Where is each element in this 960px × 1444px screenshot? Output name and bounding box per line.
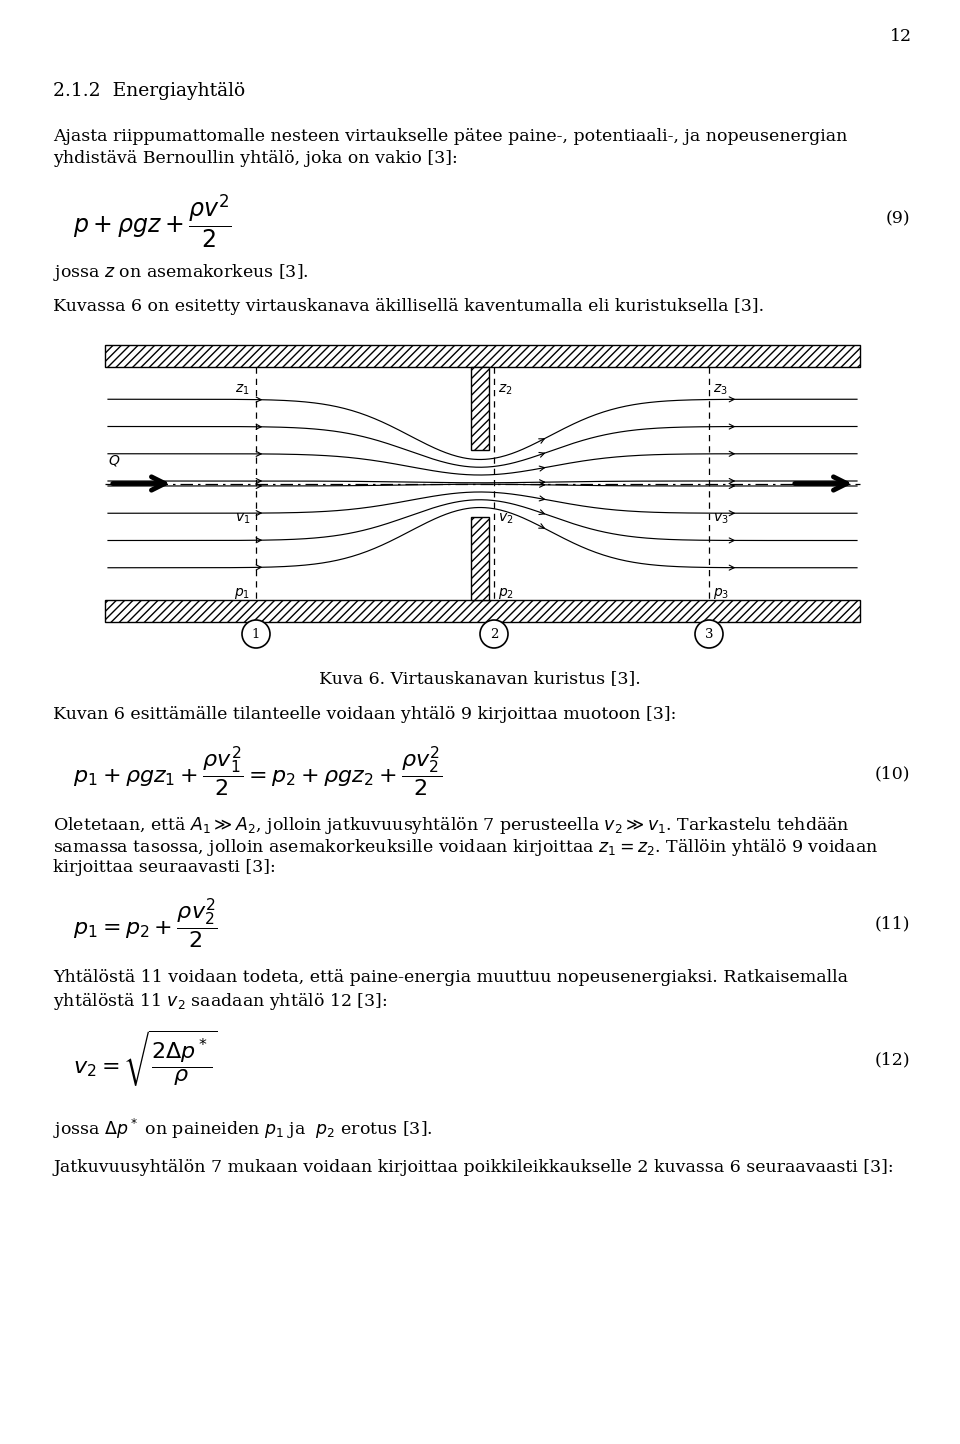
Circle shape (480, 619, 508, 648)
Text: $v_2$: $v_2$ (498, 511, 514, 526)
Circle shape (242, 619, 270, 648)
Text: Jatkuvuusyhtälön 7 mukaan voidaan kirjoittaa poikkileikkaukselle 2 kuvassa 6 seu: Jatkuvuusyhtälön 7 mukaan voidaan kirjoi… (53, 1160, 894, 1175)
Text: $Q$: $Q$ (108, 453, 120, 468)
Text: jossa $z$ on asemakorkeus [3].: jossa $z$ on asemakorkeus [3]. (53, 261, 309, 283)
Text: Kuvan 6 esittämälle tilanteelle voidaan yhtälö 9 kirjoittaa muotoon [3]:: Kuvan 6 esittämälle tilanteelle voidaan … (53, 706, 677, 723)
Text: $p + \rho gz + \dfrac{\rho v^2}{2}$: $p + \rho gz + \dfrac{\rho v^2}{2}$ (73, 192, 231, 250)
Bar (105, 345, 860, 367)
Text: $p_3$: $p_3$ (713, 586, 730, 601)
Text: jossa $\Delta p^*$ on paineiden $p_1$ ja  $p_2$ erotus [3].: jossa $\Delta p^*$ on paineiden $p_1$ ja… (53, 1118, 433, 1141)
Text: 3: 3 (705, 628, 713, 641)
Text: Kuva 6. Virtauskanavan kuristus [3].: Kuva 6. Virtauskanavan kuristus [3]. (319, 670, 641, 687)
Text: (11): (11) (875, 915, 910, 931)
Bar (471, 367, 489, 449)
Text: $z_1$: $z_1$ (235, 383, 250, 397)
Text: 12: 12 (890, 27, 912, 45)
Text: 2: 2 (490, 628, 498, 641)
Text: $v_3$: $v_3$ (713, 511, 729, 526)
Text: (10): (10) (875, 765, 910, 783)
Text: yhtälöstä 11 $v_2$ saadaan yhtälö 12 [3]:: yhtälöstä 11 $v_2$ saadaan yhtälö 12 [3]… (53, 991, 387, 1012)
Bar (471, 517, 489, 601)
Text: $p_1 = p_2 + \dfrac{\rho v_2^2}{2}$: $p_1 = p_2 + \dfrac{\rho v_2^2}{2}$ (73, 897, 218, 952)
Text: samassa tasossa, jolloin asemakorkeuksille voidaan kirjoittaa $z_1 = z_2$. Tällö: samassa tasossa, jolloin asemakorkeuksil… (53, 838, 878, 858)
Text: $p_1 + \rho gz_1 + \dfrac{\rho v_1^2}{2} = p_2 + \rho gz_2 + \dfrac{\rho v_2^2}{: $p_1 + \rho gz_1 + \dfrac{\rho v_1^2}{2}… (73, 745, 443, 799)
Text: Kuvassa 6 on esitetty virtauskanava äkillisellä kaventumalla eli kuristuksella [: Kuvassa 6 on esitetty virtauskanava äkil… (53, 297, 764, 315)
Text: yhdistävä Bernoullin yhtälö, joka on vakio [3]:: yhdistävä Bernoullin yhtälö, joka on vak… (53, 150, 458, 168)
Text: Ajasta riippumattomalle nesteen virtaukselle pätee paine-, potentiaali-, ja nope: Ajasta riippumattomalle nesteen virtauks… (53, 129, 848, 144)
Text: Oletetaan, että $A_1 \gg A_2$, jolloin jatkuvuusyhtälön 7 perusteella $v_2 \gg v: Oletetaan, että $A_1 \gg A_2$, jolloin j… (53, 814, 850, 836)
Text: Yhtälöstä 11 voidaan todeta, että paine-energia muuttuu nopeusenergiaksi. Ratkai: Yhtälöstä 11 voidaan todeta, että paine-… (53, 969, 848, 986)
Text: $z_3$: $z_3$ (713, 383, 728, 397)
Circle shape (695, 619, 723, 648)
Text: $v_2 = \sqrt{\dfrac{2\Delta p^*}{\rho}}$: $v_2 = \sqrt{\dfrac{2\Delta p^*}{\rho}}$ (73, 1030, 218, 1089)
Bar (105, 601, 860, 622)
Text: 1: 1 (252, 628, 260, 641)
Text: (12): (12) (875, 1051, 910, 1069)
Text: kirjoittaa seuraavasti [3]:: kirjoittaa seuraavasti [3]: (53, 859, 276, 877)
Text: $z_2$: $z_2$ (498, 383, 513, 397)
Text: (9): (9) (885, 209, 910, 227)
Text: $v_1$: $v_1$ (234, 511, 250, 526)
Text: $p_2$: $p_2$ (498, 586, 514, 601)
Text: 2.1.2  Energiayhtälö: 2.1.2 Energiayhtälö (53, 82, 245, 100)
Text: $p_1$: $p_1$ (234, 586, 250, 601)
